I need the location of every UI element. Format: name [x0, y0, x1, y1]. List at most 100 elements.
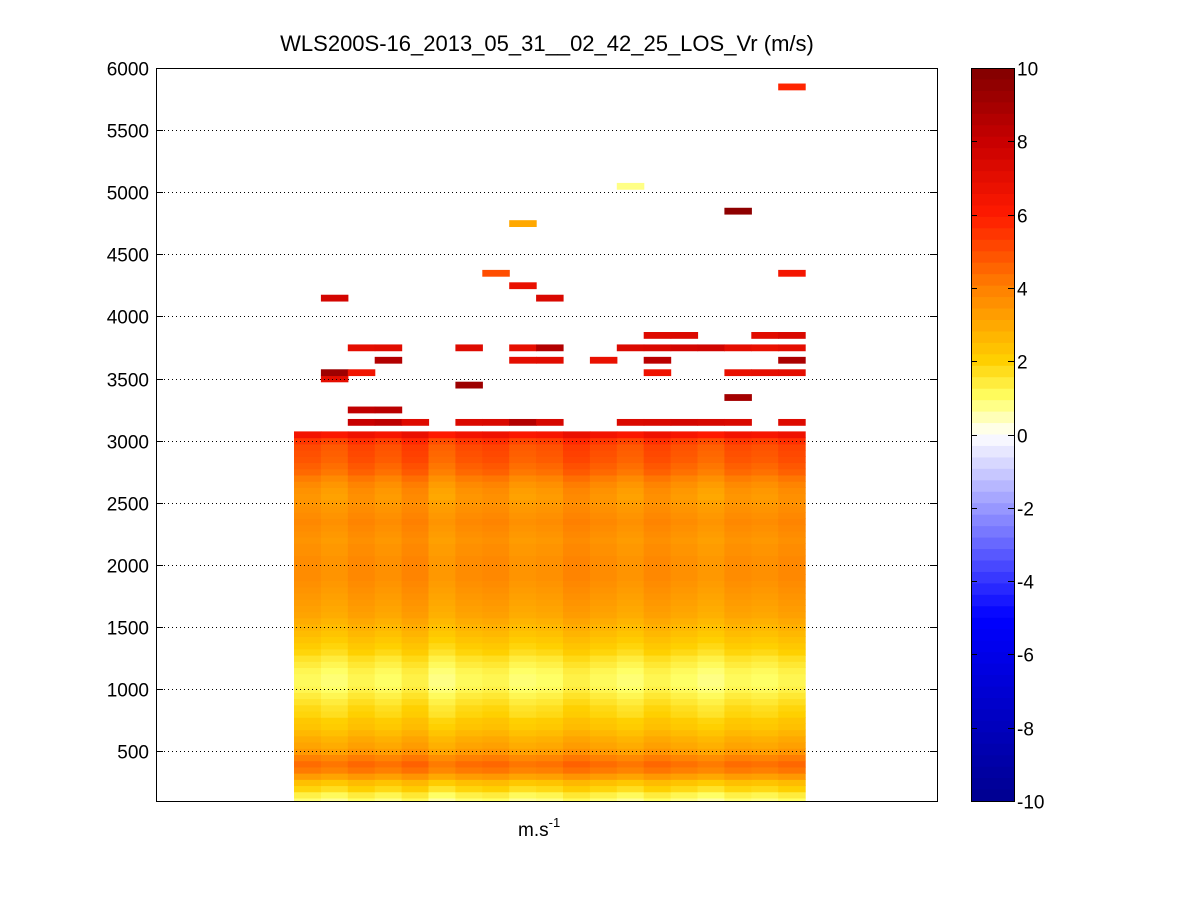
heatmap-cell: [374, 766, 403, 774]
heatmap-cell: [751, 754, 779, 762]
heatmap-cell: [401, 487, 430, 495]
heatmap-cell: [536, 748, 564, 756]
heatmap-cell: [670, 642, 699, 650]
heatmap-cell: [482, 692, 510, 700]
heatmap-cell: [697, 344, 725, 352]
heatmap-cell: [374, 580, 403, 588]
heatmap-cell: [320, 773, 349, 780]
heatmap-cell: [724, 723, 752, 731]
heatmap-cell: [670, 710, 699, 718]
heatmap-cell: [428, 592, 456, 600]
heatmap-cell: [563, 487, 591, 495]
heatmap-cell: [589, 549, 618, 557]
heatmap-cell: [320, 543, 349, 551]
heatmap-cell: [536, 797, 564, 802]
heatmap-cell: [401, 791, 430, 799]
heatmap-cell: [455, 717, 483, 724]
heatmap-cell: [697, 667, 725, 675]
heatmap-cell: [616, 481, 645, 488]
heatmap-cell: [697, 530, 725, 538]
heatmap-cell: [536, 692, 564, 700]
heatmap-cell: [563, 710, 591, 718]
heatmap-cell: [347, 406, 376, 414]
colorbar-band: [971, 193, 1014, 206]
heatmap-cell: [455, 586, 483, 594]
heatmap-cell: [320, 568, 349, 575]
heatmap-cell: [643, 462, 672, 470]
heatmap-cell: [509, 356, 537, 364]
heatmap-cell: [428, 468, 456, 476]
heatmap-cell: [589, 729, 618, 737]
heatmap-cell: [455, 555, 483, 563]
colorbar-band: [971, 228, 1014, 241]
heatmap-cell: [778, 648, 806, 656]
heatmap-cell: [643, 450, 672, 457]
heatmap-cell: [320, 766, 349, 774]
heatmap-cell: [616, 437, 645, 445]
heatmap-cell: [589, 698, 618, 706]
heatmap-cell: [643, 785, 672, 793]
heatmap-cell: [751, 667, 779, 675]
heatmap-cell: [294, 443, 322, 451]
heatmap-cell: [643, 611, 672, 619]
heatmap-cell: [724, 431, 752, 439]
heatmap-cell: [401, 543, 430, 551]
heatmap-cell: [697, 574, 725, 582]
heatmap-cell: [294, 481, 322, 488]
heatmap-cell: [670, 549, 699, 557]
heatmap-cell: [724, 487, 752, 495]
heatmap-cell: [294, 661, 322, 669]
heatmap-cell: [697, 605, 725, 613]
heatmap-cell: [616, 773, 645, 780]
heatmap-cell: [294, 760, 322, 768]
heatmap-cell: [589, 717, 618, 724]
heatmap-cell: [697, 568, 725, 575]
heatmap-cell: [643, 518, 672, 526]
heatmap-cell: [589, 555, 618, 563]
heatmap-cell: [455, 754, 483, 762]
heatmap-cell: [536, 735, 564, 743]
heatmap-cell: [724, 524, 752, 532]
heatmap-cell: [428, 537, 456, 544]
heatmap-cell: [428, 437, 456, 445]
heatmap-cell: [589, 456, 618, 464]
heatmap-cell: [751, 611, 779, 619]
heatmap-cell: [347, 450, 376, 457]
heatmap-cell: [509, 282, 537, 290]
heatmap-cell: [401, 617, 430, 625]
heatmap-cell: [670, 791, 699, 799]
heatmap-cell: [320, 437, 349, 445]
heatmap-cell: [589, 431, 618, 439]
heatmap-cell: [751, 332, 779, 339]
heatmap-cell: [724, 617, 752, 625]
colorbar-band: [971, 617, 1014, 630]
heatmap-cell: [751, 797, 779, 802]
heatmap-cell: [509, 630, 537, 637]
heatmap-cell: [428, 760, 456, 768]
heatmap-cell: [616, 779, 645, 787]
heatmap-cell: [724, 661, 752, 669]
heatmap-cell: [616, 537, 645, 544]
heatmap-cell: [428, 586, 456, 594]
heatmap-cell: [616, 580, 645, 588]
heatmap-cell: [347, 611, 376, 619]
heatmap-cell: [320, 505, 349, 513]
heatmap-cell: [536, 481, 564, 488]
heatmap-cell: [294, 586, 322, 594]
heatmap-cell: [374, 344, 403, 352]
heatmap-cell: [320, 549, 349, 557]
heatmap-cell: [751, 456, 779, 464]
heatmap-cell: [455, 574, 483, 582]
heatmap-cell: [778, 549, 806, 557]
heatmap-cell: [401, 443, 430, 451]
heatmap-cell: [724, 760, 752, 768]
heatmap-cell: [616, 555, 645, 563]
heatmap-cell: [536, 773, 564, 780]
heatmap-cell: [724, 369, 752, 377]
colorbar-band: [971, 583, 1014, 596]
colorbar-band: [971, 205, 1014, 218]
heatmap-cell: [778, 679, 806, 687]
colorbar-band: [971, 663, 1014, 676]
heatmap-cell: [670, 605, 699, 613]
heatmap-cell: [724, 667, 752, 675]
